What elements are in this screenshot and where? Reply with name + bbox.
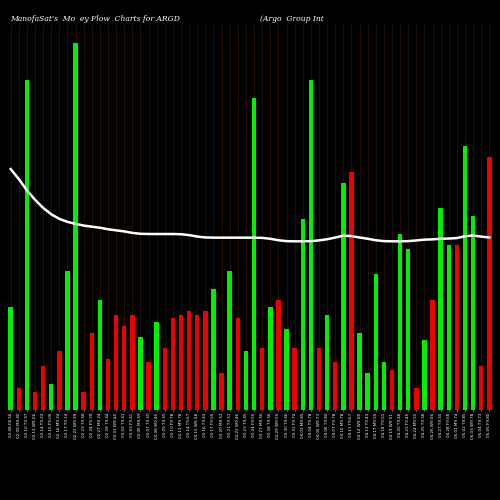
Bar: [284, 330, 288, 410]
Bar: [252, 98, 256, 410]
Bar: [146, 362, 151, 410]
Bar: [203, 311, 207, 410]
Bar: [220, 374, 224, 410]
Bar: [463, 146, 467, 410]
Bar: [179, 314, 184, 410]
Bar: [122, 326, 126, 410]
Bar: [341, 182, 345, 410]
Bar: [154, 322, 159, 410]
Bar: [358, 333, 362, 410]
Bar: [268, 308, 272, 410]
Bar: [276, 300, 280, 410]
Bar: [195, 314, 200, 410]
Bar: [114, 314, 118, 410]
Bar: [228, 270, 232, 410]
Bar: [487, 157, 492, 410]
Text: (Argo  Group Int: (Argo Group Int: [260, 15, 324, 23]
Bar: [49, 384, 54, 410]
Bar: [333, 362, 338, 410]
Bar: [8, 308, 13, 410]
Bar: [454, 245, 459, 410]
Bar: [106, 358, 110, 410]
Bar: [390, 370, 394, 410]
Bar: [398, 234, 402, 410]
Bar: [74, 44, 78, 410]
Bar: [308, 80, 313, 410]
Bar: [130, 314, 134, 410]
Text: ManofaSat's  Mo  ey Flow  Charts for ARGD: ManofaSat's Mo ey Flow Charts for ARGD: [10, 15, 180, 23]
Bar: [65, 270, 70, 410]
Bar: [292, 348, 297, 410]
Bar: [349, 172, 354, 410]
Bar: [236, 318, 240, 410]
Bar: [244, 352, 248, 410]
Bar: [406, 248, 410, 410]
Bar: [82, 392, 86, 410]
Bar: [98, 300, 102, 410]
Bar: [316, 348, 321, 410]
Bar: [33, 392, 37, 410]
Bar: [374, 274, 378, 410]
Bar: [422, 340, 426, 410]
Bar: [138, 336, 142, 410]
Bar: [479, 366, 484, 410]
Bar: [187, 311, 192, 410]
Bar: [446, 245, 451, 410]
Bar: [414, 388, 418, 410]
Bar: [57, 352, 62, 410]
Bar: [260, 348, 264, 410]
Bar: [325, 314, 330, 410]
Bar: [366, 374, 370, 410]
Bar: [471, 216, 476, 410]
Bar: [212, 289, 216, 410]
Bar: [41, 366, 46, 410]
Bar: [90, 333, 94, 410]
Bar: [438, 208, 443, 410]
Bar: [16, 388, 21, 410]
Bar: [430, 300, 435, 410]
Bar: [300, 220, 305, 410]
Bar: [162, 348, 167, 410]
Bar: [24, 80, 29, 410]
Bar: [382, 362, 386, 410]
Bar: [170, 318, 175, 410]
